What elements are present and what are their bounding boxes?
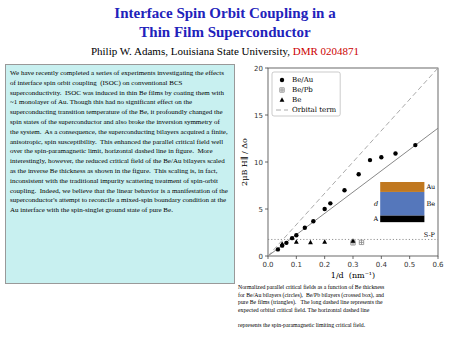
circle-marker [280,78,284,82]
x-tick-label: 0.5 [404,261,415,269]
y-tick [265,209,268,210]
x-tick-label: 0.4 [376,261,388,269]
title: Interface Spin Orbit Coupling in aThin F… [0,4,450,42]
x-tick [268,256,269,259]
x-tick-label: 0.6 [432,261,444,269]
x-tick-label: 0.0 [262,261,273,269]
inset-substrate [380,215,424,222]
legend-label: Orbital term [292,106,337,114]
x-tick [324,256,325,259]
legend-label: Be [292,96,301,104]
subtitle: Philip W. Adams, Louisiana State Univers… [0,45,450,58]
x-tick-label: 0.1 [291,261,302,269]
y-tick-label: 20 [254,65,263,73]
legend-label: Be/Au [292,76,314,84]
chart: 0.0 0.1 0.2 0.3 0.4 0.5 0.6 0 5 10 15 20 1/d (nm⁻¹) 2… [238,62,446,282]
circle-marker [276,247,280,251]
inset-label: Be [426,200,435,208]
title-line: Thin Film Superconductor [0,23,450,42]
title-line: Interface Spin Orbit Coupling in a [0,4,450,23]
inset-au-layer [380,182,424,192]
reference-label: S-P [424,231,436,239]
legend-line [276,110,288,111]
triangle-marker [280,97,285,101]
inset: Au Be dA [372,182,435,223]
circle-marker [328,201,332,205]
y-tick [265,162,268,163]
x-tick-label: 0.3 [347,261,358,269]
inset-be-layer [380,192,424,215]
y-tick-label: 10 [254,159,263,167]
circle-marker [413,143,417,147]
subtitle-part: Philip W. Adams, Louisiana State Univers… [91,45,290,57]
x-tick [438,256,439,259]
y-tick-label: 5 [259,206,263,214]
x-tick-label: 0.2 [319,261,330,269]
y-tick [265,68,268,69]
y-tick-label: 0 [259,253,263,261]
circle-marker [284,241,288,245]
legend-box [272,72,340,116]
y-tick [265,115,268,116]
legend-label: Be/Pb [292,86,313,94]
circle-marker [311,219,315,223]
caption: Normalized parallel critical fields as a… [238,284,448,329]
circle-marker [393,151,397,155]
x-tick [409,256,410,259]
circle-marker [303,226,307,230]
y-tick-label: 15 [254,112,263,120]
inset-label: A [372,215,378,223]
text-box: We have recently completed a series of e… [5,64,235,284]
circle-marker [368,158,372,162]
subtitle-part: DMR 0204871 [293,45,359,57]
series-line [268,68,438,256]
x-tick [381,256,382,259]
crossed-square-marker [359,240,363,244]
x-tick [353,256,354,259]
y-tick [265,256,268,257]
legend: Be/Au Be/Pb Be Orbital term [272,72,340,116]
triangle-marker [280,241,285,245]
inset-label: d [374,200,378,208]
plot-frame [268,68,438,256]
triangle-marker [351,238,356,242]
circle-marker [356,172,360,176]
triangle-marker [294,239,299,243]
circle-marker [322,207,326,211]
x-axis-label: 1/d (nm⁻¹) [331,271,375,280]
y-axis-label: 2μB H∥ / Δo [240,138,249,186]
x-tick [296,256,297,259]
circle-marker [294,233,298,237]
circle-marker [290,236,294,240]
triangle-marker [308,240,313,244]
crossed-square-marker [280,88,284,92]
plot-area [268,68,438,256]
inset-label: Au [425,183,435,191]
triangle-marker [322,239,327,243]
circle-marker [379,155,383,159]
circle-marker [342,188,346,192]
series-line [268,128,438,256]
